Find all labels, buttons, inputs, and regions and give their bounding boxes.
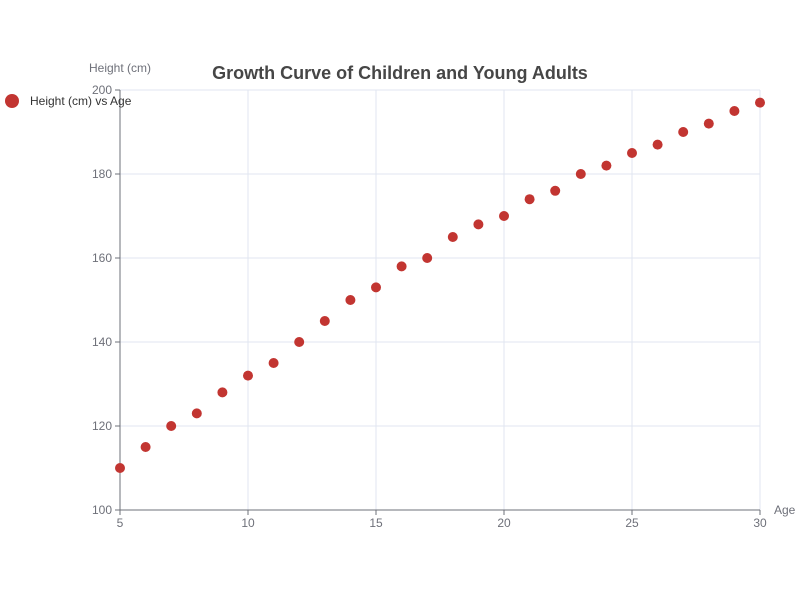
data-point[interactable]	[729, 106, 740, 116]
legend-marker-icon	[5, 94, 19, 108]
data-points	[115, 97, 765, 473]
axes	[119, 90, 760, 511]
y-axis-title: Height (cm)	[89, 61, 151, 75]
y-tick-label: 160	[92, 251, 112, 265]
data-point[interactable]	[524, 194, 535, 205]
y-tick-label: 140	[92, 335, 112, 349]
data-point[interactable]	[243, 370, 253, 381]
x-tick-label: 25	[625, 516, 639, 530]
data-point[interactable]	[217, 387, 228, 398]
data-point[interactable]	[422, 253, 433, 263]
legend-label: Height (cm) vs Age	[30, 94, 132, 108]
x-tick-label: 15	[369, 516, 383, 530]
data-point[interactable]	[447, 232, 458, 242]
data-point[interactable]	[575, 169, 586, 179]
data-point[interactable]	[550, 185, 561, 196]
data-point[interactable]	[371, 282, 381, 293]
data-point[interactable]	[499, 211, 509, 221]
y-tick-label: 100	[92, 503, 112, 517]
grid	[119, 89, 761, 511]
x-axis-title: Age	[774, 503, 796, 517]
x-tick-label: 10	[241, 516, 255, 530]
data-point[interactable]	[396, 261, 407, 272]
data-point[interactable]	[345, 295, 356, 305]
data-point[interactable]	[191, 408, 202, 419]
data-point[interactable]	[268, 358, 279, 368]
x-tick-label: 20	[497, 516, 511, 530]
data-point[interactable]	[319, 316, 330, 326]
data-point[interactable]	[601, 160, 612, 171]
data-point[interactable]	[678, 127, 689, 137]
data-point[interactable]	[140, 442, 151, 452]
data-point[interactable]	[703, 118, 714, 129]
x-tick-label: 30	[753, 516, 767, 530]
data-point[interactable]	[294, 337, 305, 347]
y-tick-label: 180	[92, 167, 112, 181]
y-tick-label: 200	[92, 83, 112, 97]
legend[interactable]: Height (cm) vs Age	[5, 94, 132, 108]
data-point[interactable]	[755, 97, 765, 108]
chart-title: Growth Curve of Children and Young Adult…	[212, 63, 588, 83]
y-tick-label: 120	[92, 419, 112, 433]
data-point[interactable]	[166, 421, 177, 431]
data-point[interactable]	[115, 463, 125, 473]
ticks: 5 10 15 20 25 30 100 120 140 160 180 200	[92, 83, 767, 530]
data-point[interactable]	[652, 139, 663, 150]
x-tick-label: 5	[117, 516, 124, 530]
data-point[interactable]	[627, 148, 637, 158]
data-point[interactable]	[473, 219, 484, 230]
